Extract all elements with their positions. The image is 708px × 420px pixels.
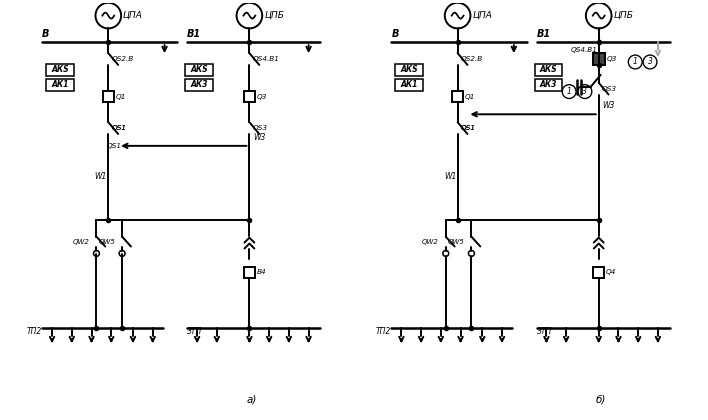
Text: 3: 3 — [648, 58, 653, 66]
Text: ЦПБ: ЦПБ — [614, 11, 634, 20]
Bar — [593, 53, 605, 65]
Text: QS1: QS1 — [106, 143, 121, 149]
Bar — [185, 64, 213, 76]
Text: Q1: Q1 — [465, 94, 475, 100]
Text: QS1: QS1 — [461, 125, 476, 131]
Bar — [535, 79, 562, 91]
Bar — [244, 91, 255, 102]
Text: Q3: Q3 — [257, 94, 267, 100]
Text: 3: 3 — [583, 87, 588, 96]
Text: ЗТП: ЗТП — [187, 327, 202, 336]
Bar — [396, 79, 423, 91]
Text: QW2: QW2 — [422, 239, 439, 244]
Text: QS3: QS3 — [252, 125, 268, 131]
Text: QS4.В1: QS4.В1 — [252, 56, 279, 62]
Text: QW5: QW5 — [447, 239, 464, 244]
Text: В: В — [42, 29, 50, 39]
Text: ЦПА: ЦПА — [472, 11, 492, 20]
Text: W1: W1 — [94, 173, 107, 181]
Text: W3: W3 — [603, 101, 615, 110]
Text: АКS: АКS — [51, 66, 69, 74]
Text: АК1: АК1 — [401, 80, 418, 89]
Text: W1: W1 — [444, 173, 456, 181]
Text: б): б) — [595, 394, 606, 404]
Text: 1: 1 — [633, 58, 638, 66]
Bar — [593, 267, 604, 278]
Text: АК1: АК1 — [51, 80, 69, 89]
Text: QS3: QS3 — [602, 86, 617, 92]
Text: ЦПБ: ЦПБ — [264, 11, 284, 20]
Text: B4: B4 — [257, 269, 266, 275]
Text: QS1: QS1 — [111, 125, 126, 131]
Text: В: В — [392, 29, 399, 39]
Bar — [535, 64, 562, 76]
Text: ТП2: ТП2 — [26, 327, 42, 336]
Text: W3: W3 — [253, 133, 266, 142]
Text: QW2: QW2 — [73, 239, 90, 244]
Text: АКS: АКS — [190, 66, 208, 74]
Text: QW5: QW5 — [98, 239, 115, 244]
Bar — [103, 91, 114, 102]
Bar — [46, 79, 74, 91]
Text: Q1: Q1 — [115, 94, 126, 100]
Text: АКS: АКS — [401, 66, 418, 74]
Bar — [452, 91, 463, 102]
Text: ЦПА: ЦПА — [123, 11, 143, 20]
Text: Q3: Q3 — [607, 56, 617, 62]
Text: ТП2: ТП2 — [376, 327, 391, 336]
Text: QS4.В1: QS4.В1 — [571, 47, 598, 53]
Text: QS1: QS1 — [461, 125, 476, 131]
Text: 1: 1 — [566, 87, 571, 96]
Text: а): а) — [246, 394, 256, 404]
Text: QS2.В: QS2.В — [461, 56, 483, 62]
Text: АК3: АК3 — [539, 80, 557, 89]
Text: В1: В1 — [187, 29, 201, 39]
Bar — [396, 64, 423, 76]
Bar — [244, 267, 255, 278]
Bar — [46, 64, 74, 76]
Text: АКS: АКS — [539, 66, 557, 74]
Bar — [185, 79, 213, 91]
Text: В1: В1 — [537, 29, 551, 39]
Text: АК3: АК3 — [190, 80, 207, 89]
Text: QS2.В: QS2.В — [111, 56, 134, 62]
Text: ЗТП: ЗТП — [537, 327, 552, 336]
Text: QS1: QS1 — [111, 125, 126, 131]
Text: Q4: Q4 — [606, 269, 617, 275]
